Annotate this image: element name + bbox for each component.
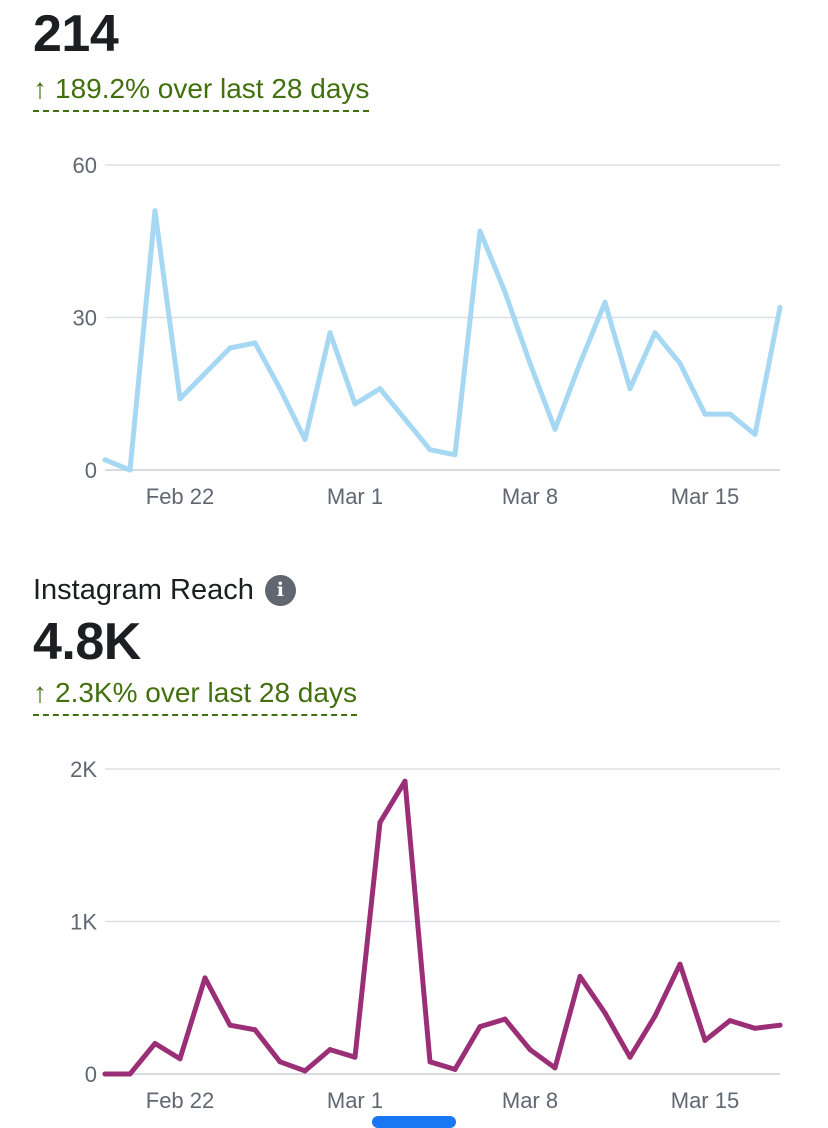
data-point bbox=[277, 1059, 283, 1065]
data-point bbox=[552, 1065, 558, 1071]
series-line bbox=[102, 208, 783, 473]
data-point bbox=[452, 1066, 458, 1072]
data-point bbox=[652, 330, 658, 336]
data-point bbox=[177, 1056, 183, 1062]
data-point bbox=[677, 961, 683, 967]
data-point bbox=[352, 401, 358, 407]
data-point bbox=[402, 778, 408, 784]
data-point bbox=[777, 304, 783, 310]
metric-value: 4.8K bbox=[33, 613, 141, 671]
data-point bbox=[477, 228, 483, 234]
y-tick-label: 0 bbox=[85, 458, 97, 483]
section-title: Instagram Reach i bbox=[33, 572, 296, 608]
metric-value: 214 bbox=[33, 5, 119, 63]
data-point bbox=[177, 396, 183, 402]
delta-link[interactable]: ↑ 2.3K% over last 28 days bbox=[33, 676, 357, 716]
delta-text: 2.3K% over last 28 days bbox=[55, 677, 357, 708]
data-point bbox=[227, 345, 233, 351]
data-point bbox=[402, 416, 408, 422]
data-point bbox=[752, 1025, 758, 1031]
data-point bbox=[702, 411, 708, 417]
line-chart: 0 1K 2K Feb 22 Mar 1 Mar 8 Mar 15 bbox=[70, 757, 783, 1113]
y-tick-label: 0 bbox=[85, 1062, 97, 1087]
data-point bbox=[227, 1022, 233, 1028]
y-tick-label: 1K bbox=[70, 910, 97, 935]
x-tick-label: Mar 15 bbox=[671, 484, 739, 509]
data-point bbox=[252, 340, 258, 346]
data-point bbox=[302, 437, 308, 442]
data-point bbox=[102, 1071, 108, 1077]
data-point bbox=[502, 1016, 508, 1022]
data-point bbox=[552, 426, 558, 432]
data-point bbox=[527, 1047, 533, 1053]
x-tick-label: Mar 15 bbox=[671, 1088, 739, 1113]
x-tick-label: Feb 22 bbox=[146, 1088, 215, 1113]
data-point bbox=[327, 1047, 333, 1053]
data-point bbox=[377, 819, 383, 825]
data-point bbox=[302, 1068, 308, 1074]
y-tick-label: 30 bbox=[73, 306, 97, 331]
data-point bbox=[502, 289, 508, 295]
data-point bbox=[602, 299, 608, 305]
x-tick-label: Feb 22 bbox=[146, 484, 215, 509]
x-tick-label: Mar 8 bbox=[502, 1088, 558, 1113]
delta-text: 189.2% over last 28 days bbox=[55, 73, 370, 104]
up-arrow-icon: ↑ bbox=[33, 677, 47, 708]
delta-link[interactable]: ↑ 189.2% over last 28 days bbox=[33, 72, 370, 112]
data-point bbox=[577, 360, 583, 366]
data-point bbox=[352, 1054, 358, 1060]
data-point bbox=[152, 208, 158, 214]
data-point bbox=[477, 1024, 483, 1030]
data-point bbox=[277, 386, 283, 392]
data-point bbox=[727, 1018, 733, 1024]
info-icon[interactable]: i bbox=[264, 574, 296, 606]
data-point bbox=[202, 975, 208, 981]
data-point bbox=[602, 1010, 608, 1016]
data-point bbox=[427, 447, 433, 453]
data-point bbox=[702, 1037, 708, 1043]
data-point bbox=[202, 370, 208, 376]
data-point bbox=[102, 457, 108, 463]
data-point bbox=[652, 1013, 658, 1019]
data-point bbox=[252, 1027, 258, 1033]
x-tick-label: Mar 1 bbox=[327, 484, 383, 509]
home-indicator[interactable] bbox=[372, 1116, 456, 1128]
x-tick-label: Mar 8 bbox=[502, 484, 558, 509]
data-point bbox=[577, 973, 583, 979]
section-title-text: Instagram Reach bbox=[33, 574, 254, 606]
up-arrow-icon: ↑ bbox=[33, 73, 47, 104]
data-point bbox=[327, 330, 333, 336]
line-chart: 0 30 60 Feb 22 Mar 1 Mar 8 Mar 15 bbox=[73, 153, 783, 509]
data-point bbox=[752, 431, 758, 437]
y-tick-label: 60 bbox=[73, 153, 97, 178]
data-point bbox=[627, 386, 633, 392]
data-point bbox=[377, 386, 383, 392]
data-point bbox=[777, 1022, 783, 1028]
series-line bbox=[102, 778, 783, 1077]
data-point bbox=[427, 1059, 433, 1065]
data-point bbox=[152, 1041, 158, 1046]
data-point bbox=[452, 452, 458, 458]
data-point bbox=[527, 360, 533, 366]
data-point bbox=[627, 1054, 633, 1060]
y-tick-label: 2K bbox=[70, 757, 97, 782]
x-tick-label: Mar 1 bbox=[327, 1088, 383, 1113]
data-point bbox=[127, 1071, 133, 1077]
data-point bbox=[677, 360, 683, 366]
data-point bbox=[727, 411, 733, 417]
data-point bbox=[127, 467, 133, 473]
